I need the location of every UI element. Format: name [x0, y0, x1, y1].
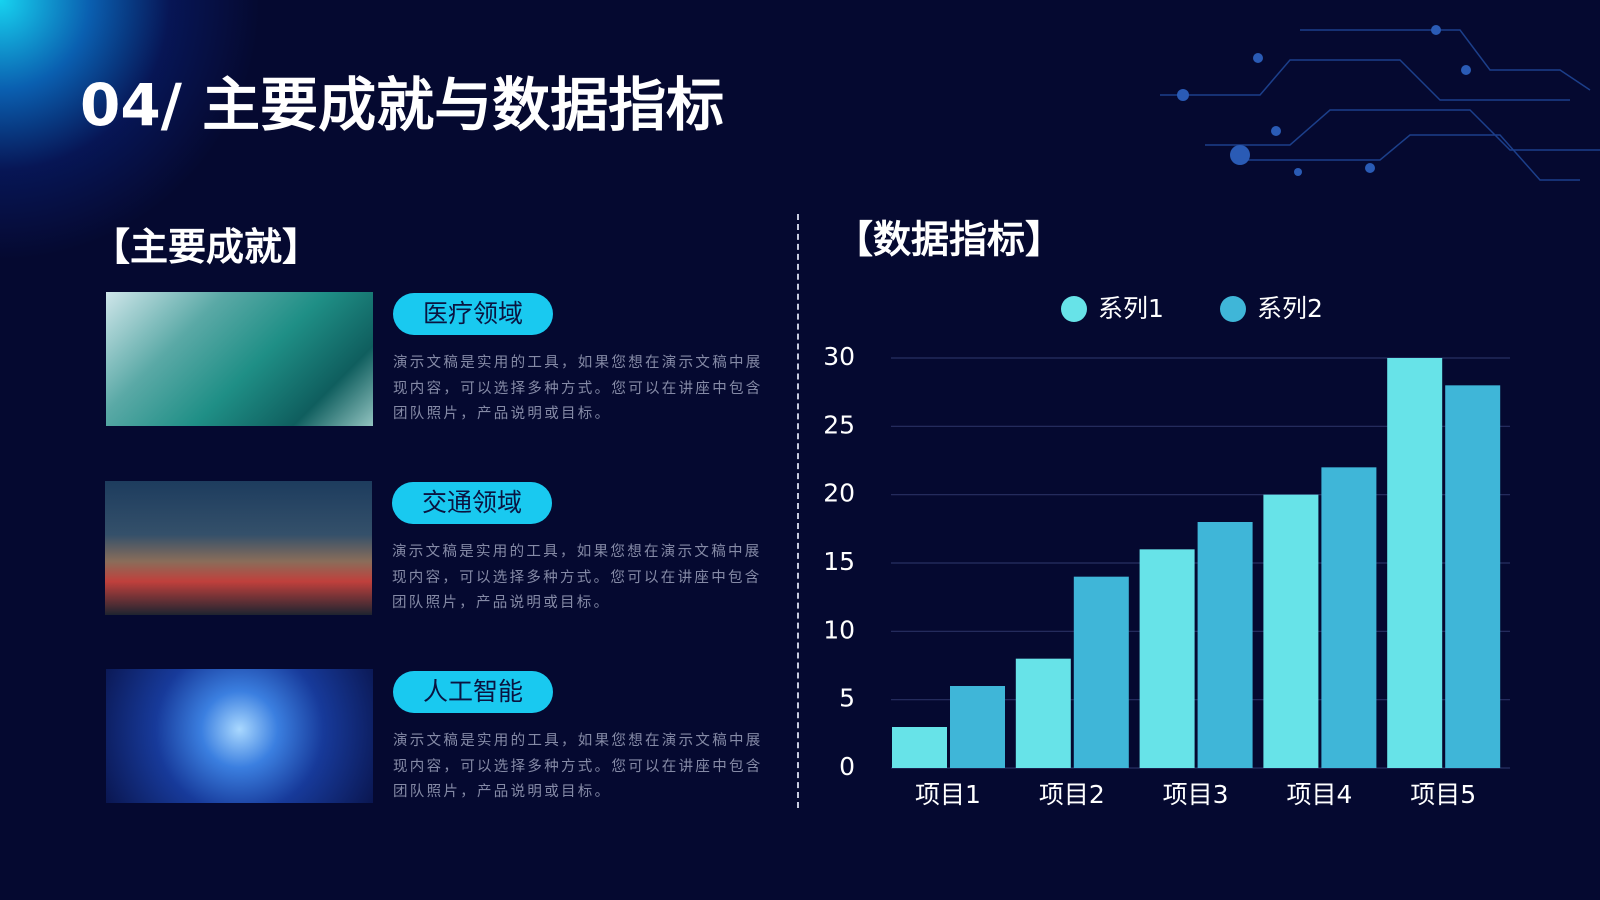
medical-image: [106, 292, 373, 426]
bar: [1073, 576, 1129, 768]
chart: 【数据指标】 0 5 10 15 20 25 30 系列1 系列2 项目1 项目2 项目3 项目4 项目5: [823, 218, 1510, 809]
bar: [1321, 467, 1377, 768]
chart-title: 【数据指标】: [835, 218, 1063, 262]
traffic-image: [105, 481, 372, 615]
category-pill: 人工智能: [393, 671, 553, 713]
legend-label: 系列1: [1098, 294, 1164, 323]
category-pill: 医疗领域: [393, 293, 553, 335]
bar: [1015, 658, 1071, 768]
legend-marker: [1220, 296, 1246, 322]
description: 演示文稿是实用的工具，如果您想在演示文稿中展现内容，可以选择多种方式。您可以在讲…: [393, 733, 763, 800]
category-pill: 交通领域: [392, 482, 552, 524]
ai-image: [106, 669, 373, 803]
y-tick-label: 10: [823, 615, 855, 644]
y-tick-label: 15: [823, 547, 855, 576]
bar: [1197, 522, 1253, 768]
x-tick-label: 项目4: [1286, 780, 1352, 809]
bar: [1139, 549, 1195, 768]
slide-title: 04/ 主要成就与数据指标: [80, 71, 725, 139]
x-tick-label: 项目2: [1039, 780, 1105, 809]
y-tick-label: 5: [839, 684, 855, 713]
bar: [1445, 385, 1501, 768]
x-tick-label: 项目3: [1163, 780, 1229, 809]
bar: [950, 686, 1005, 768]
divider: [797, 214, 799, 808]
section-heading: 【主要成就】: [92, 225, 321, 269]
y-tick-label: 0: [839, 752, 855, 781]
description: 演示文稿是实用的工具，如果您想在演示文稿中展现内容，可以选择多种方式。您可以在讲…: [393, 355, 763, 422]
description: 演示文稿是实用的工具，如果您想在演示文稿中展现内容，可以选择多种方式。您可以在讲…: [392, 544, 762, 611]
y-tick-label: 30: [823, 342, 855, 371]
circuit-decoration: [1160, 25, 1600, 181]
y-tick-label: 20: [823, 479, 855, 508]
x-tick-label: 项目1: [915, 780, 981, 809]
bar: [1263, 494, 1319, 768]
y-tick-label: 25: [823, 410, 855, 439]
legend-label: 系列2: [1257, 294, 1323, 323]
bar: [892, 727, 947, 768]
x-tick-label: 项目5: [1410, 780, 1476, 809]
bar: [1387, 358, 1443, 768]
legend-marker: [1061, 296, 1087, 322]
